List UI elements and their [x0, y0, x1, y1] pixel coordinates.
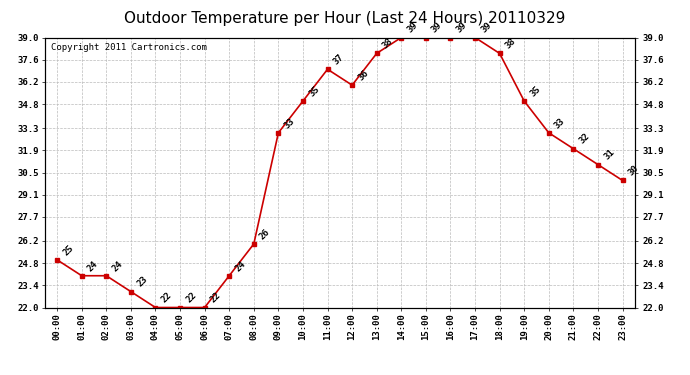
Text: 37: 37: [332, 53, 346, 66]
Text: 24: 24: [110, 259, 124, 273]
Text: 39: 39: [406, 21, 420, 35]
Text: 25: 25: [61, 243, 75, 257]
Text: 36: 36: [356, 68, 371, 82]
Text: Copyright 2011 Cartronics.com: Copyright 2011 Cartronics.com: [51, 43, 206, 52]
Text: 22: 22: [184, 291, 198, 305]
Text: 33: 33: [282, 116, 297, 130]
Text: 31: 31: [602, 148, 616, 162]
Text: 33: 33: [553, 116, 567, 130]
Text: 32: 32: [578, 132, 591, 146]
Text: 24: 24: [86, 259, 100, 273]
Text: 38: 38: [504, 37, 518, 51]
Text: 30: 30: [627, 164, 640, 178]
Text: 39: 39: [479, 21, 493, 35]
Text: 35: 35: [307, 84, 321, 98]
Text: 22: 22: [209, 291, 223, 305]
Text: Outdoor Temperature per Hour (Last 24 Hours) 20110329: Outdoor Temperature per Hour (Last 24 Ho…: [124, 11, 566, 26]
Text: 22: 22: [159, 291, 174, 305]
Text: 24: 24: [233, 259, 247, 273]
Text: 39: 39: [430, 21, 444, 35]
Text: 26: 26: [258, 227, 272, 241]
Text: 39: 39: [455, 21, 469, 35]
Text: 38: 38: [381, 37, 395, 51]
Text: 23: 23: [135, 275, 149, 289]
Text: 35: 35: [529, 84, 542, 98]
